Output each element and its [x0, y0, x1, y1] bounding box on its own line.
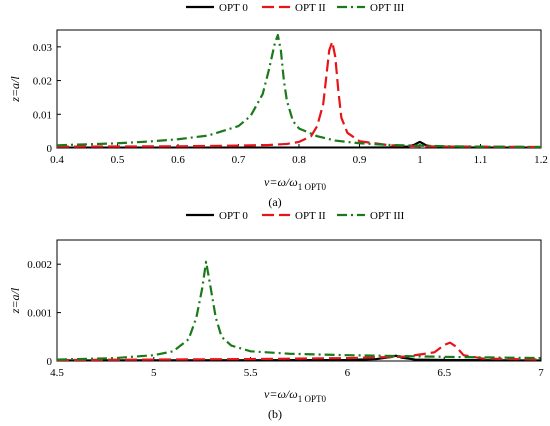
- series-line-opt-iii: [57, 33, 541, 148]
- panel-caption: (a): [268, 195, 281, 209]
- x-tick-label: 0.4: [50, 154, 64, 166]
- legend-label: OPT III: [370, 210, 405, 222]
- legend-label: OPT 0: [219, 2, 248, 14]
- legend-label: OPT II: [295, 210, 326, 222]
- x-tick-label: 1.2: [534, 154, 548, 166]
- y-tick-label: 0.03: [33, 42, 53, 54]
- plot-frame: [56, 239, 542, 362]
- x-tick-label: 5: [151, 367, 157, 379]
- y-axis-label: z=a/l: [8, 287, 22, 314]
- y-tick-label: 0.01: [33, 109, 52, 121]
- series-line-opt-ii: [57, 40, 541, 148]
- x-tick-label: 4.5: [50, 367, 64, 379]
- x-tick-label: 0.6: [171, 154, 185, 166]
- legend-label: OPT 0: [219, 210, 248, 222]
- series-line-opt-ii: [57, 341, 541, 361]
- x-tick-label: 7: [538, 367, 544, 379]
- x-axis-label: ν=ω/ω1 OPT0: [264, 175, 326, 192]
- legend-label: OPT II: [295, 2, 326, 14]
- chart-panel-b: OPT 0 OPT II OPT III 4.5 5 5.5 6 6.5 7 0 0.001 0.00…: [8, 210, 544, 421]
- y-axis-label: z=a/l: [8, 76, 22, 103]
- x-tick-label: 0.8: [292, 154, 306, 166]
- chart-panel-a: OPT 0 OPT II OPT III 0.4 0.5 0.6 0.7 0.8 0.9 1 1.1…: [8, 2, 548, 209]
- series-line-opt-0: [57, 354, 541, 361]
- x-tick-label: 6: [345, 367, 351, 379]
- y-tick-label: 0: [47, 143, 53, 155]
- plot-frame: [56, 29, 542, 149]
- x-tick-label: 1.1: [474, 154, 488, 166]
- y-tick-label: 0.001: [27, 308, 52, 320]
- x-tick-label: 0.5: [111, 154, 125, 166]
- y-tick-label: 0.002: [27, 259, 52, 271]
- x-tick-label: 6.5: [437, 367, 451, 379]
- series-line-opt-iii: [57, 260, 541, 361]
- x-tick-label: 0.7: [232, 154, 246, 166]
- y-tick-label: 0.02: [33, 76, 52, 88]
- x-tick-label: 0.9: [353, 154, 367, 166]
- x-tick-label: 5.5: [244, 367, 258, 379]
- x-axis-label: ν=ω/ω1 OPT0: [264, 387, 326, 404]
- x-tick-label: 1: [417, 154, 423, 166]
- y-tick-label: 0: [47, 356, 53, 368]
- panel-caption: (b): [268, 407, 282, 421]
- legend-label: OPT III: [370, 2, 405, 14]
